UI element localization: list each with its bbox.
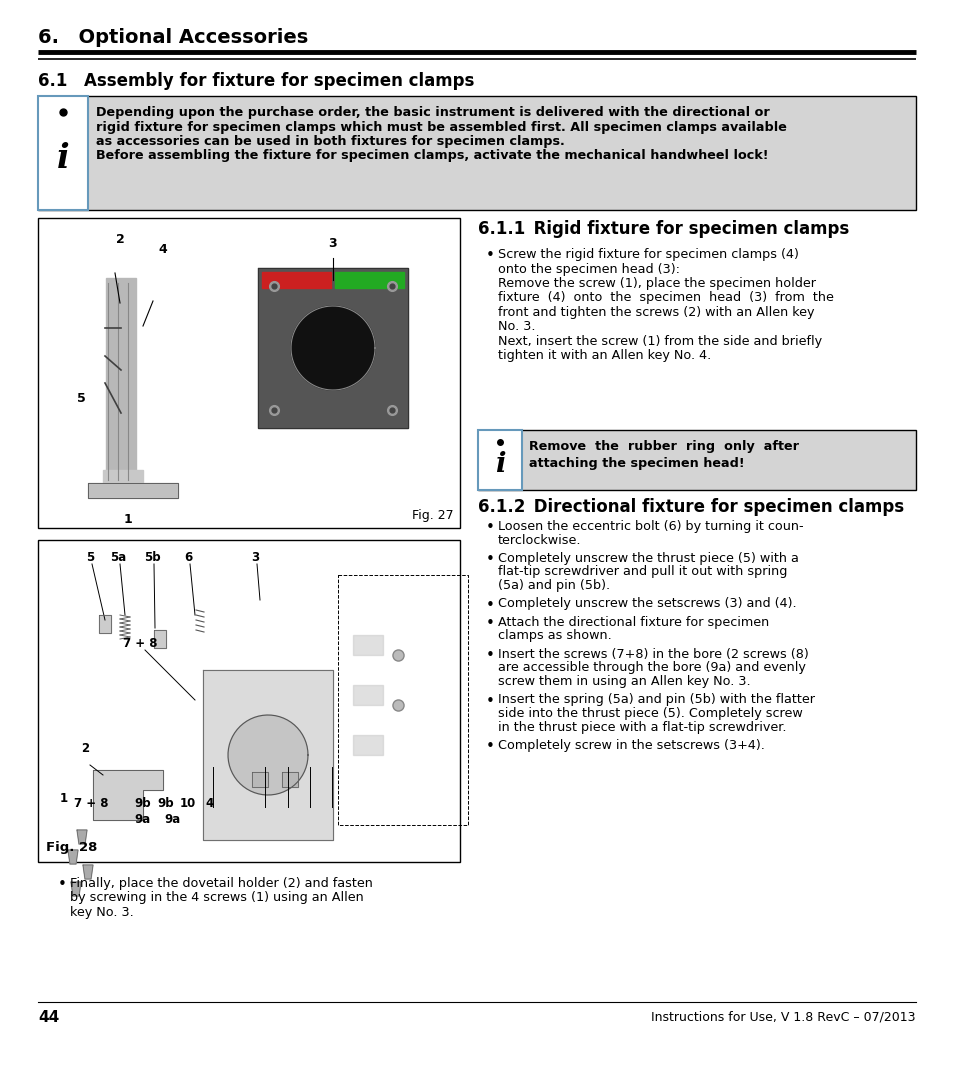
Text: 6.1.1 Rigid fixture for specimen clamps: 6.1.1 Rigid fixture for specimen clamps [477, 220, 848, 238]
Text: Remove the screw (1), place the specimen holder: Remove the screw (1), place the specimen… [497, 276, 815, 291]
Bar [477, 430, 521, 490]
Text: 9b: 9b [134, 797, 152, 810]
Text: fixture  (4)  onto  the  specimen  head  (3)  from  the: fixture (4) onto the specimen head (3) f… [497, 292, 833, 305]
Text: No. 3.: No. 3. [497, 321, 535, 334]
Text: 4: 4 [206, 797, 213, 810]
Text: •: • [485, 519, 495, 535]
Text: 5: 5 [86, 551, 94, 564]
Text: clamps as shown.: clamps as shown. [497, 630, 611, 643]
Text: 6. Optional Accessories: 6. Optional Accessories [38, 28, 308, 48]
Text: Completely unscrew the setscrews (3) and (4).: Completely unscrew the setscrews (3) and… [497, 597, 796, 610]
Text: 6.1.2 Directional fixture for specimen clamps: 6.1.2 Directional fixture for specimen c… [477, 498, 903, 516]
Polygon shape [353, 685, 382, 705]
Text: 1: 1 [60, 792, 68, 805]
Polygon shape [353, 735, 382, 755]
Polygon shape [103, 470, 143, 483]
Text: •: • [485, 693, 495, 708]
Polygon shape [88, 483, 178, 498]
Bar [38, 96, 88, 210]
Text: 4: 4 [158, 243, 167, 256]
Text: Attach the directional fixture for specimen: Attach the directional fixture for speci… [497, 616, 768, 629]
Text: are accessible through the bore (9a) and evenly: are accessible through the bore (9a) and… [497, 661, 805, 675]
Text: 1: 1 [124, 513, 132, 526]
Text: •: • [485, 552, 495, 567]
Text: key No. 3.: key No. 3. [70, 906, 133, 919]
Text: 3: 3 [251, 551, 259, 564]
Text: 2: 2 [81, 742, 89, 755]
Text: 5: 5 [77, 391, 86, 405]
Text: as accessories can be used in both fixtures for specimen clamps.: as accessories can be used in both fixtu… [96, 135, 564, 148]
Text: flat-tip screwdriver and pull it out with spring: flat-tip screwdriver and pull it out wit… [497, 566, 786, 579]
Text: 5a: 5a [110, 551, 126, 564]
Text: •: • [485, 648, 495, 663]
Bar [38, 540, 459, 862]
Text: screw them in using an Allen key No. 3.: screw them in using an Allen key No. 3. [497, 675, 750, 688]
Text: front and tighten the screws (2) with an Allen key: front and tighten the screws (2) with an… [497, 306, 814, 319]
Text: 10: 10 [180, 797, 196, 810]
Polygon shape [71, 882, 81, 896]
Polygon shape [106, 278, 136, 478]
Polygon shape [153, 630, 166, 648]
Text: in the thrust piece with a flat-tip screwdriver.: in the thrust piece with a flat-tip scre… [497, 720, 785, 733]
Bar [38, 96, 915, 210]
Text: Next, insert the screw (1) from the side and briefly: Next, insert the screw (1) from the side… [497, 335, 821, 348]
Text: 7 + 8: 7 + 8 [123, 637, 157, 650]
Text: Insert the spring (5a) and pin (5b) with the flatter: Insert the spring (5a) and pin (5b) with… [497, 693, 814, 706]
Text: Before assembling the fixture for specimen clamps, activate the mechanical handw: Before assembling the fixture for specim… [96, 149, 768, 162]
Polygon shape [353, 635, 382, 654]
Text: 9b: 9b [157, 797, 174, 810]
Polygon shape [203, 670, 333, 840]
Text: rigid fixture for specimen clamps which must be assembled first. All specimen cl: rigid fixture for specimen clamps which … [96, 121, 786, 134]
Polygon shape [252, 772, 268, 787]
Bar [38, 218, 459, 528]
Text: Fig. 27: Fig. 27 [412, 509, 454, 522]
Bar [477, 430, 915, 490]
Polygon shape [291, 306, 375, 390]
Polygon shape [68, 850, 78, 864]
Text: 6: 6 [184, 551, 192, 564]
Text: Screw the rigid fixture for specimen clamps (4): Screw the rigid fixture for specimen cla… [497, 248, 798, 261]
Text: Depending upon the purchase order, the basic instrument is delivered with the di: Depending upon the purchase order, the b… [96, 106, 769, 119]
Text: by screwing in the 4 screws (1) using an Allen: by screwing in the 4 screws (1) using an… [70, 891, 363, 905]
Text: attaching the specimen head!: attaching the specimen head! [529, 457, 744, 470]
Text: onto the specimen head (3):: onto the specimen head (3): [497, 262, 679, 275]
Text: (5a) and pin (5b).: (5a) and pin (5b). [497, 579, 610, 592]
Text: •: • [485, 597, 495, 612]
Text: Loosen the eccentric bolt (6) by turning it coun-: Loosen the eccentric bolt (6) by turning… [497, 519, 802, 534]
Polygon shape [335, 272, 403, 288]
Text: tighten it with an Allen key No. 4.: tighten it with an Allen key No. 4. [497, 350, 711, 363]
Text: side into the thrust piece (5). Completely screw: side into the thrust piece (5). Complete… [497, 707, 801, 720]
Polygon shape [282, 772, 297, 787]
Text: 44: 44 [38, 1010, 59, 1025]
Text: Instructions for Use, V 1.8 RevC – 07/2013: Instructions for Use, V 1.8 RevC – 07/20… [651, 1010, 915, 1023]
Text: •: • [485, 739, 495, 754]
Text: Finally, place the dovetail holder (2) and fasten: Finally, place the dovetail holder (2) a… [70, 877, 373, 890]
Text: terclockwise.: terclockwise. [497, 534, 581, 546]
Polygon shape [257, 268, 408, 428]
Polygon shape [92, 770, 163, 820]
Text: 5b: 5b [144, 551, 160, 564]
Text: •: • [58, 877, 67, 892]
Text: •: • [485, 616, 495, 631]
Text: 6.1 Assembly for fixture for specimen clamps: 6.1 Assembly for fixture for specimen cl… [38, 72, 474, 90]
Polygon shape [77, 831, 87, 843]
Text: 3: 3 [329, 237, 337, 249]
Polygon shape [83, 865, 92, 879]
Polygon shape [228, 715, 308, 795]
Text: Fig. 28: Fig. 28 [46, 841, 97, 854]
Text: Completely screw in the setscrews (3+4).: Completely screw in the setscrews (3+4). [497, 739, 764, 752]
Text: 9a: 9a [165, 813, 181, 826]
Text: i: i [56, 143, 70, 175]
Polygon shape [262, 272, 331, 288]
Text: Remove  the  rubber  ring  only  after: Remove the rubber ring only after [529, 440, 799, 453]
Text: 9a: 9a [134, 813, 151, 826]
Text: 7 + 8: 7 + 8 [73, 797, 108, 810]
Text: 2: 2 [115, 233, 124, 246]
Text: •: • [485, 248, 495, 264]
Text: Insert the screws (7+8) in the bore (2 screws (8): Insert the screws (7+8) in the bore (2 s… [497, 648, 808, 661]
Text: i: i [495, 451, 505, 478]
Polygon shape [99, 615, 111, 633]
Text: Completely unscrew the thrust piece (5) with a: Completely unscrew the thrust piece (5) … [497, 552, 798, 565]
